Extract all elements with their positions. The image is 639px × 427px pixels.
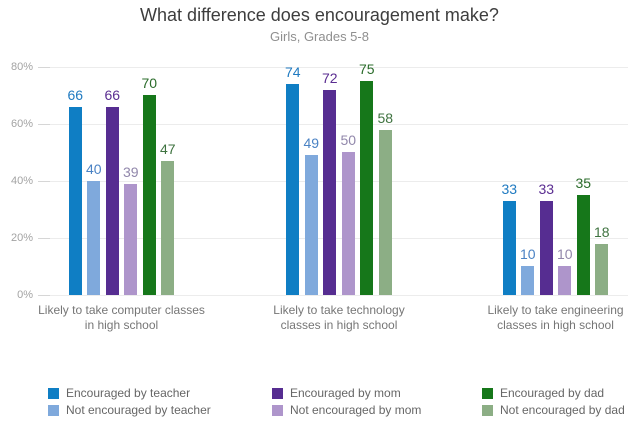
bar: [341, 152, 355, 295]
bar-value-label: 39: [123, 164, 139, 180]
bar-value-label: 10: [520, 246, 536, 262]
legend-item: Not encouraged by teacher: [48, 403, 211, 417]
y-axis-tick-label: 60%: [10, 118, 33, 130]
bar-value-label: 33: [538, 181, 555, 197]
bar-value-label: 66: [104, 87, 121, 103]
bar: [124, 184, 138, 295]
legend-label: Not encouraged by teacher: [66, 403, 211, 417]
legend-label: Encouraged by teacher: [66, 386, 191, 400]
y-axis-tickmark: [38, 67, 50, 68]
category-label-line: Likely to take computer classes: [38, 303, 205, 317]
bar-value-label: 47: [160, 141, 176, 157]
bar: [521, 266, 535, 295]
category-label-line: classes in high school: [497, 318, 614, 332]
bar: [378, 130, 392, 295]
legend-swatch: [482, 387, 493, 399]
legend-item: Encouraged by dad: [482, 386, 605, 400]
bar: [502, 201, 516, 295]
legend-swatch: [482, 404, 493, 416]
bar: [105, 107, 119, 295]
legend-item: Encouraged by mom: [272, 386, 401, 400]
bar-value-label: 33: [501, 181, 518, 197]
category-label-line: Likely to take engineering: [487, 303, 624, 317]
y-axis-tick-label: 80%: [10, 61, 33, 73]
y-axis-tick-label: 0%: [17, 289, 33, 301]
bar-value-label: 40: [86, 161, 102, 177]
gridline: [50, 295, 628, 296]
category-label-line: in high school: [84, 318, 159, 332]
legend-label: Not encouraged by dad: [500, 403, 625, 417]
bar-value-label: 74: [285, 64, 301, 80]
bar: [68, 107, 82, 295]
legend-swatch: [48, 404, 59, 416]
legend-swatch: [272, 387, 283, 399]
chart-subtitle: Girls, Grades 5-8: [270, 29, 369, 44]
legend-item: Encouraged by teacher: [48, 386, 191, 400]
bar: [304, 155, 318, 295]
gridline: [50, 124, 628, 125]
category-label-line: classes in high school: [280, 318, 398, 332]
category-label: Likely to take engineering classes in hig…: [466, 303, 639, 333]
bar: [142, 95, 156, 295]
y-axis-tickmark: [38, 181, 50, 182]
gridline: [50, 181, 628, 182]
bar: [286, 84, 300, 295]
legend-label: Encouraged by dad: [500, 386, 605, 400]
bar-value-label: 35: [575, 175, 592, 191]
bar: [87, 181, 101, 295]
gridline: [50, 67, 628, 68]
category-label: Likely to take technology classes in high…: [249, 303, 429, 333]
bar-value-label: 75: [359, 61, 375, 77]
legend-swatch: [48, 387, 59, 399]
y-axis-tick-label: 20%: [10, 232, 33, 244]
legend-item: Not encouraged by mom: [272, 403, 422, 417]
bar-value-label: 10: [557, 246, 573, 262]
bar: [595, 244, 609, 295]
legend-item: Not encouraged by dad: [482, 403, 625, 417]
chart-title: What difference does encouragement make?: [140, 5, 499, 25]
bar: [539, 201, 553, 295]
bar: [558, 266, 572, 295]
legend-swatch: [272, 404, 283, 416]
y-axis-tickmark: [38, 295, 50, 296]
bar-value-label: 66: [67, 87, 84, 103]
bar-value-label: 70: [141, 75, 158, 91]
bar-value-label: 72: [322, 70, 338, 86]
y-axis-tickmark: [38, 124, 50, 125]
bar: [323, 90, 337, 295]
legend-label: Not encouraged by mom: [290, 403, 422, 417]
bar-value-label: 50: [340, 132, 357, 148]
y-axis-tickmark: [38, 238, 50, 239]
bar: [161, 161, 175, 295]
bar-value-label: 18: [594, 224, 610, 240]
bar-value-label: 49: [303, 135, 320, 151]
bar: [360, 81, 374, 295]
legend-label: Encouraged by mom: [290, 386, 401, 400]
category-label: Likely to take computer classes in high s…: [32, 303, 212, 333]
category-label-line: Likely to take technology: [273, 303, 405, 317]
gridline: [50, 238, 628, 239]
y-axis-tick-label: 40%: [10, 175, 33, 187]
bar-value-label: 58: [377, 110, 394, 126]
bar: [576, 195, 590, 295]
